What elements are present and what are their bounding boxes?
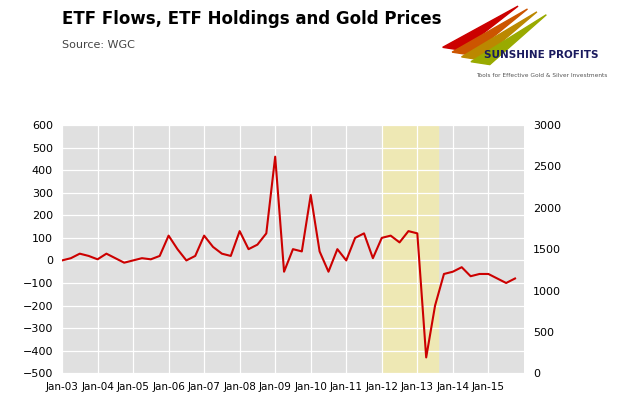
Text: SUNSHINE PROFITS: SUNSHINE PROFITS [484,50,599,60]
Polygon shape [452,9,528,55]
Bar [382,125,438,373]
Polygon shape [461,12,537,60]
Text: Source: WGC: Source: WGC [62,40,135,50]
Text: ETF Flows, ETF Holdings and Gold Prices: ETF Flows, ETF Holdings and Gold Prices [62,10,441,28]
Polygon shape [443,6,518,50]
Text: Tools for Effective Gold & Silver Investments: Tools for Effective Gold & Silver Invest… [476,73,608,78]
Polygon shape [471,15,546,65]
